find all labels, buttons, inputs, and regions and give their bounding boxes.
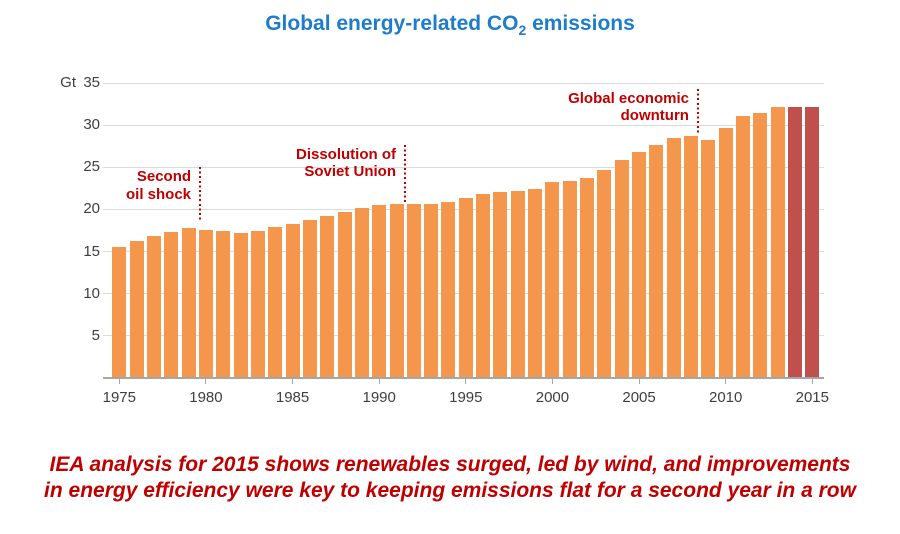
- annotation-dotted-line-2: [403, 144, 406, 202]
- annotation-label-3: Global economic downturn: [509, 90, 689, 125]
- annotation-label-3-line-2: downturn: [620, 107, 689, 125]
- bar-1979: [181, 227, 196, 378]
- footnote-line-1: IEA analysis for 2015 shows renewables s…: [49, 453, 851, 476]
- annotation-label-2: Dissolution of Soviet Union: [216, 146, 396, 181]
- bar-2014: [787, 107, 802, 378]
- bar-2010: [718, 127, 733, 378]
- y-axis-label-25: 25: [83, 158, 100, 176]
- gridline-30: [103, 124, 824, 126]
- bar-2007: [666, 137, 681, 378]
- chart-title-prefix: Global energy-related CO: [265, 12, 519, 35]
- annotation-label-1-line-1: Second: [136, 168, 192, 186]
- footnote-line-2: in energy efficiency were key to keeping…: [44, 479, 856, 502]
- x-tick-2000: [551, 379, 553, 384]
- x-axis-label-1975: 1975: [102, 389, 136, 406]
- x-tick-1995: [465, 379, 467, 384]
- bar-1983: [250, 231, 265, 378]
- y-axis-label-30: 30: [83, 116, 100, 134]
- x-tick-1985: [292, 379, 294, 384]
- annotation-label-2-line-2: Soviet Union: [304, 163, 396, 181]
- bar-1993: [424, 204, 439, 378]
- y-axis-label-20: 20: [83, 200, 100, 218]
- y-axis-label-35: 35: [83, 74, 100, 91]
- x-axis-line: [103, 377, 824, 379]
- bar-1982: [233, 233, 248, 378]
- x-axis-label-1995: 1995: [449, 389, 483, 406]
- annotation-label-1-line-2: oil shock: [126, 185, 192, 203]
- bar-2003: [597, 169, 612, 378]
- x-axis-label-2005: 2005: [622, 389, 656, 406]
- bar-1990: [372, 205, 387, 378]
- bar-2009: [701, 140, 716, 378]
- annotation-label-2-line-1: Dissolution of: [295, 145, 396, 163]
- x-axis-label-2000: 2000: [535, 389, 570, 406]
- bar-1976: [129, 240, 144, 378]
- bar-1995: [458, 197, 473, 378]
- bar-1994: [441, 201, 456, 378]
- x-tick-1990: [378, 379, 380, 384]
- annotation-dotted-line-3: [696, 88, 699, 136]
- x-tick-1980: [205, 379, 207, 384]
- footnote: IEA analysis for 2015 shows renewables s…: [0, 452, 900, 504]
- bar-2005: [632, 152, 647, 378]
- bar-1996: [476, 194, 491, 378]
- y-axis-label-10: 10: [83, 284, 100, 302]
- bar-2012: [753, 113, 768, 378]
- x-axis-label-1990: 1990: [362, 389, 396, 406]
- bar-2013: [770, 107, 785, 378]
- x-tick-2010: [725, 379, 727, 384]
- bar-1978: [164, 232, 179, 378]
- x-tick-1975: [118, 379, 120, 384]
- x-axis-label-1985: 1985: [275, 389, 310, 406]
- bar-2015: [805, 107, 820, 378]
- bar-1985: [285, 223, 300, 378]
- bar-1991: [389, 203, 404, 378]
- bar-1980: [198, 229, 213, 378]
- x-axis-label-2015: 2015: [795, 389, 829, 406]
- x-tick-2015: [811, 379, 813, 384]
- y-axis-label-5: 5: [91, 326, 100, 344]
- bar-1984: [268, 227, 283, 378]
- gridline-35: [103, 82, 824, 84]
- bar-1981: [216, 231, 231, 378]
- gridline-25: [103, 166, 824, 168]
- bar-1986: [302, 220, 317, 378]
- annotation-label-1: Second oil shock: [11, 168, 191, 203]
- x-tick-2005: [638, 379, 640, 384]
- bar-1999: [528, 189, 543, 378]
- bar-1997: [493, 191, 508, 378]
- bar-1989: [354, 207, 369, 378]
- x-axis-label-2010: 2010: [708, 389, 743, 406]
- bar-1988: [337, 211, 352, 378]
- y-axis-unit-label: Gt: [60, 74, 76, 91]
- bar-2008: [684, 136, 699, 378]
- bar-2002: [580, 178, 595, 378]
- chart-title: Global energy-related CO2 emissions: [0, 12, 900, 38]
- bar-1987: [320, 216, 335, 378]
- annotation-dotted-line-1: [199, 167, 202, 223]
- bar-2011: [736, 115, 750, 378]
- bar-2001: [562, 180, 577, 378]
- chart-title-subscript: 2: [518, 22, 527, 39]
- x-axis-label-1980: 1980: [189, 389, 223, 406]
- bar-1992: [406, 204, 421, 378]
- chart-title-suffix: emissions: [526, 12, 635, 35]
- bar-2000: [545, 182, 560, 378]
- bar-1975: [112, 247, 127, 378]
- bar-1998: [510, 190, 525, 378]
- annotation-label-3-line-1: Global economic: [568, 89, 689, 107]
- y-axis-label-15: 15: [83, 242, 100, 260]
- bar-1977: [146, 236, 161, 378]
- bar-2004: [614, 159, 629, 378]
- bar-2006: [649, 144, 664, 378]
